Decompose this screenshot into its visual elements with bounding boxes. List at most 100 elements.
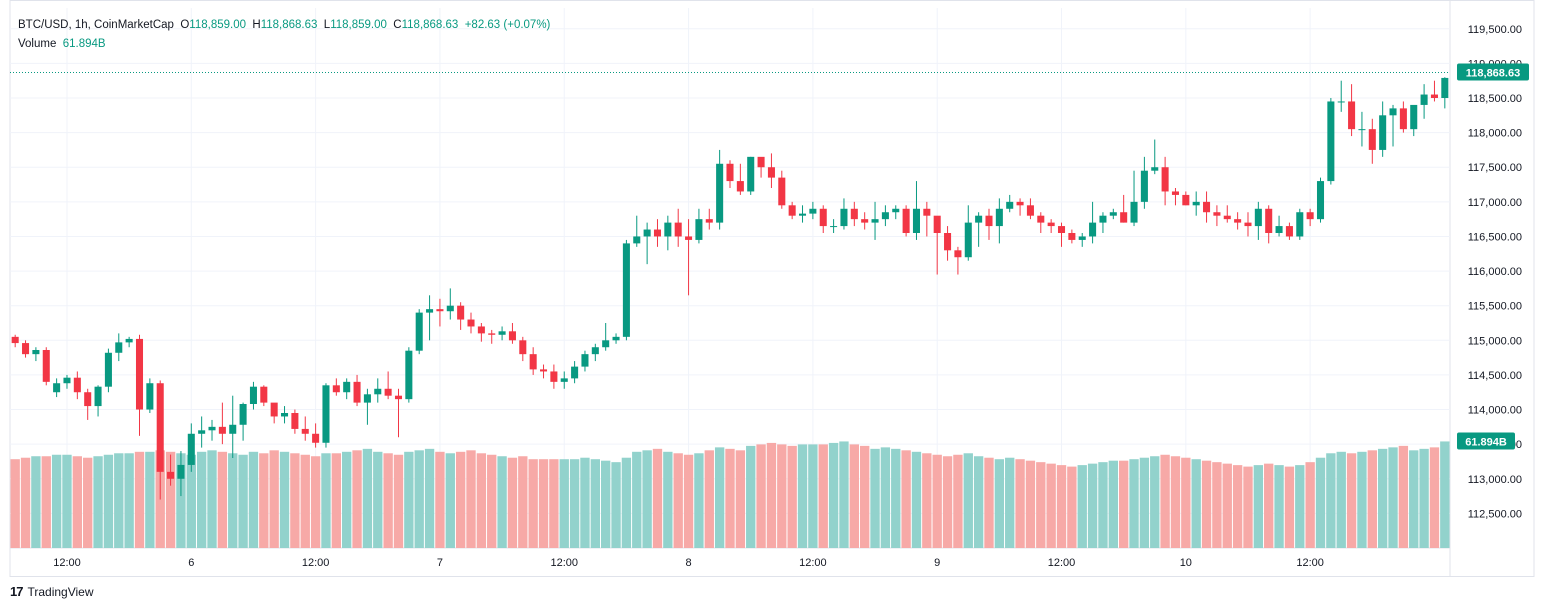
volume-bar [590, 459, 601, 548]
candle-body [716, 163, 724, 223]
candle-body [685, 236, 693, 240]
legend-high-label: H [252, 19, 261, 31]
volume-bar [238, 454, 248, 548]
candle-body [1234, 219, 1242, 223]
candle-body [239, 404, 247, 425]
volume-bar [528, 459, 538, 548]
tradingview-branding[interactable]: 17 TradingView [10, 584, 94, 599]
candle-body [1151, 167, 1159, 171]
volume-bar [435, 451, 445, 548]
volume-bar [310, 456, 321, 548]
candle-body [591, 347, 599, 355]
candle-body [22, 343, 30, 355]
volume-bar [518, 456, 528, 548]
candle-body [1327, 101, 1335, 182]
candle-body [1161, 167, 1169, 192]
candle-body [1223, 215, 1231, 220]
candle-body [529, 354, 537, 370]
candle-body [374, 388, 382, 395]
volume-bar [476, 453, 487, 548]
candle-body [1130, 201, 1138, 223]
volume-bar [1160, 454, 1170, 548]
candle-body [208, 426, 216, 431]
volume-bar [62, 454, 72, 548]
candle-body [540, 369, 548, 372]
volume-bar [611, 462, 621, 548]
volume-bar [1005, 457, 1015, 548]
volume-bar [1274, 465, 1284, 548]
tradingview-brand-text: TradingView [27, 584, 94, 599]
legend-volume-label: Volume [18, 38, 57, 50]
volume-bar [601, 460, 611, 548]
candle-body [301, 428, 309, 434]
volume-bar [1388, 447, 1398, 548]
candle-body [73, 377, 81, 393]
volume-bar [694, 453, 704, 548]
price-tick-label: 114,000.00 [1468, 405, 1522, 417]
candle-body [498, 331, 506, 335]
candle-body [1306, 212, 1314, 220]
volume-bar [549, 459, 559, 548]
candle-body [1368, 129, 1376, 150]
candle-body [11, 336, 19, 344]
candle-body [32, 350, 40, 355]
legend-volume-row: Volume 61.894B [18, 35, 550, 54]
volume-bar [1150, 456, 1160, 548]
volume-bar [621, 457, 632, 548]
legend-high-value: 118,868.63 [260, 19, 318, 31]
time-tick-label: 8 [685, 557, 691, 569]
volume-bar [1346, 453, 1357, 548]
candle-body [125, 338, 133, 343]
candle-body [1140, 170, 1148, 202]
volume-bar [1056, 465, 1067, 548]
candle-body [270, 402, 278, 417]
volume-bar [1326, 453, 1336, 548]
candle-body [249, 386, 257, 404]
volume-bar [787, 445, 797, 548]
volume-bar [663, 451, 673, 548]
volume-bar [735, 450, 746, 548]
volume-bar [279, 451, 290, 548]
volume-bar [1429, 447, 1440, 548]
candle-body [115, 342, 123, 353]
time-tick-label: 12:00 [799, 557, 827, 569]
volume-bar [1253, 465, 1264, 548]
candle-body [954, 250, 962, 258]
candle-body [881, 212, 889, 220]
volume-bar [818, 444, 828, 548]
volume-bar [942, 456, 953, 548]
price-tick-label: 113,000.00 [1468, 474, 1522, 486]
volume-bar [373, 451, 383, 548]
candle-body [602, 340, 610, 348]
legend-open-value: 118,859.00 [189, 19, 246, 31]
candle-body [1348, 101, 1356, 130]
candle-body [622, 243, 630, 337]
volume-bar [1357, 451, 1367, 548]
volume-bar [362, 448, 373, 548]
candle-body [42, 350, 50, 382]
volume-bar [1212, 462, 1222, 548]
volume-bar [1264, 463, 1274, 548]
candle-body [94, 386, 102, 407]
volume-bar [10, 459, 20, 548]
time-tick-label: 12:00 [1048, 557, 1076, 569]
volume-bar [756, 444, 766, 548]
volume-bar [1419, 448, 1429, 548]
candle-body [84, 392, 92, 407]
candle-body [1379, 115, 1387, 150]
candle-body [1192, 201, 1200, 206]
volume-bar [1440, 441, 1450, 548]
legend-low-value: 118,859.00 [330, 19, 387, 31]
chart-border [9, 0, 1535, 577]
volume-bar [673, 453, 683, 548]
volume-bar [352, 450, 362, 548]
candle-body [736, 181, 744, 192]
time-tick-label: 7 [437, 557, 443, 569]
volume-bar [1077, 465, 1087, 548]
volume-bar [891, 448, 901, 548]
volume-bar [1015, 459, 1025, 548]
candle-body [778, 177, 786, 206]
volume-bar [1025, 460, 1036, 548]
volume-bar [642, 450, 652, 548]
